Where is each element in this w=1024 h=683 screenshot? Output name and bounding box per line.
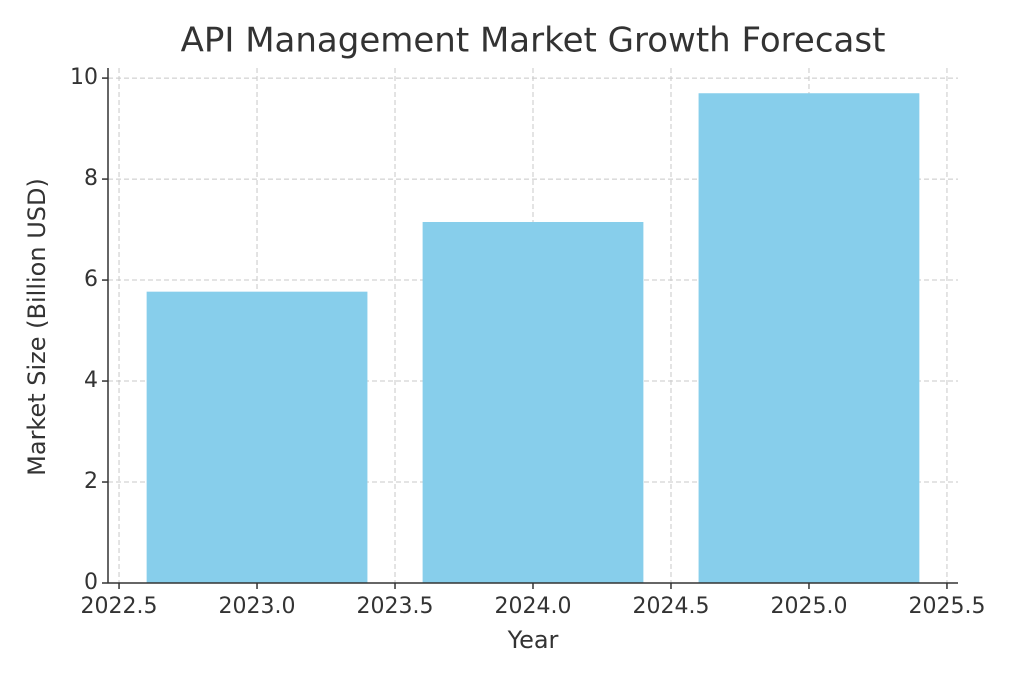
x-tick-label: 2025.0: [770, 594, 847, 619]
bar: [698, 93, 920, 584]
y-axis-label: Market Size (Billion USD): [23, 178, 51, 476]
y-tick-label: 10: [70, 65, 98, 90]
bar: [422, 221, 644, 583]
y-tick-label: 6: [84, 267, 98, 292]
x-tick-label: 2025.5: [908, 594, 985, 619]
y-tick-label: 8: [84, 166, 98, 191]
y-tick-label: 4: [84, 368, 98, 393]
x-axis-label: Year: [507, 626, 559, 654]
x-tick-label: 2024.5: [632, 594, 709, 619]
x-tick-label: 2024.0: [495, 594, 572, 619]
y-tick-label: 2: [84, 469, 98, 494]
x-tick-label: 2023.5: [357, 594, 434, 619]
y-tick-label: 0: [84, 570, 98, 595]
x-tick-label: 2023.0: [219, 594, 296, 619]
chart-title: API Management Market Growth Forecast: [181, 21, 886, 61]
x-tick-label: 2022.5: [81, 594, 158, 619]
bar: [146, 291, 368, 583]
